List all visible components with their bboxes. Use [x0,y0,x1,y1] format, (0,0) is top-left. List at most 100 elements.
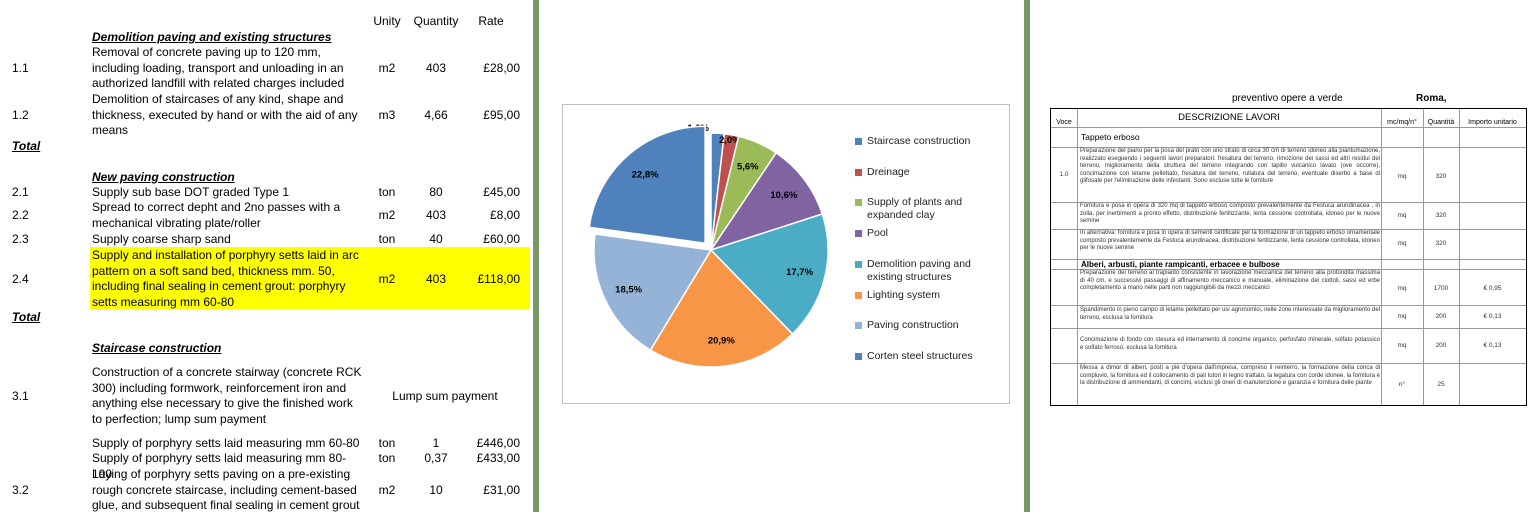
column-line [1423,109,1460,405]
item-quantity: 4,66 [424,108,448,122]
item-description: Supply sub base DOT graded Type 1 [92,185,290,199]
row-line [1051,229,1526,230]
pie-slice [709,151,824,252]
item-quantity: 1 [432,436,440,450]
item-rate: £446,00 [476,436,520,450]
document-city: Roma, [1416,93,1447,104]
item-rate: £60,00 [483,232,520,246]
slice-value-label: 2,0% [719,135,741,146]
item-quantity: 40 [429,232,443,246]
item-description: Spread to correct depht and 2no passes w… [92,200,341,230]
item-description: Construction of a concrete stairway (con… [92,365,362,426]
item-rate: £8,00 [489,208,520,222]
total-label: Total [12,139,41,153]
item-price: € 0,95 [1483,285,1502,292]
row-line [1051,147,1526,148]
legend-swatch [855,322,862,329]
item-rate: £31,00 [483,483,520,497]
pie-chart: 1,8%2,0%5,6%10,6%17,7%20,9%18,5%22,8% [588,123,829,368]
item-unit: ton [378,451,396,465]
item-description: Supply of porphyry setts laid measuring … [92,451,347,481]
item-quantity: 200 [1435,342,1447,349]
legend-label: Staircase construction [867,135,971,147]
item-number: 2.4 [12,272,29,286]
column-line [1077,109,1382,405]
section-title: New paving construction [92,170,235,184]
item-quantity: 0,37 [424,451,448,465]
item-description: Preparazione del piano per la posa del p… [1080,148,1380,184]
legend-label: Demolition paving and existing structure… [867,258,971,283]
slice-value-label: 17,7% [786,267,813,278]
item-number: 2.3 [12,232,29,246]
item-unit: m2 [378,208,396,222]
item-description: Removal of concrete paving up to 120 mm,… [92,45,345,91]
quote-document-panel: preventivo opere a verde Roma, Voce DESC… [1030,0,1540,512]
row-line [1051,328,1526,329]
row-line [1051,202,1526,203]
slice-value-label: 20,9% [708,336,735,347]
legend-swatch [855,199,862,206]
row-line [1051,269,1526,270]
column-header: Quantità [1427,119,1455,126]
legend-swatch [855,292,862,299]
item-quantity: 320 [1435,240,1447,247]
total-label: Total [12,310,41,324]
item-description: Supply and installation of porphyry sett… [92,248,359,309]
column-header: DESCRIZIONE LAVORI [1178,112,1280,123]
item-description: Messa a dimor di alberi, posti a piè d'o… [1080,365,1380,386]
row-line [1051,305,1526,306]
legend-label: Corten steel structures [867,350,973,362]
item-number: 3.2 [12,483,29,497]
item-rate: £45,00 [483,185,520,199]
column-header: Importo unitario [1468,119,1517,126]
lump-sum-label: Lump sum payment [392,389,498,403]
item-number: 1.0 [1059,171,1069,178]
rate-header: Rate [478,14,504,28]
item-quantity: 320 [1435,173,1447,180]
row-line [1051,259,1526,260]
chart-frame: 1,8%2,0%5,6%10,6%17,7%20,9%18,5%22,8% St… [562,104,1010,404]
item-quantity: 403 [425,61,447,75]
item-description: Laying of porphyry setts paving on a pre… [92,467,360,512]
legend-label: Pool [867,227,889,239]
legend-label: Lighting system [867,289,940,301]
quantity-header: Quantity [413,14,459,28]
item-unit: mq [1397,285,1407,292]
panel-divider [1024,0,1030,512]
column-line [1381,109,1424,405]
item-quantity: 320 [1435,212,1447,219]
item-description: Supply of porphyry setts laid measuring … [92,436,360,450]
pie-slice [649,248,794,368]
item-quantity: 80 [429,185,443,199]
item-description: Fornitura e posa in opera di 320 mq di t… [1080,203,1380,224]
unit-header: Unity [373,14,401,28]
legend-swatch [855,138,862,145]
item-description: Supply coarse sharp sand [92,232,231,246]
item-rate: £433,00 [476,451,520,465]
item-price: € 0,13 [1483,313,1502,320]
item-number: 2.1 [12,185,29,199]
panel-divider [533,0,539,512]
item-unit: n° [1398,381,1406,388]
column-header: mc/mq/n° [1387,119,1417,126]
pie-slice [593,233,713,352]
section-title: Alberi, arbusti, piante rampicanti, erba… [1081,260,1280,269]
item-unit: mq [1397,240,1407,247]
column-line [1051,109,1078,405]
item-price: € 0,13 [1483,342,1502,349]
row-line [1051,363,1526,364]
slice-value-label: 18,5% [615,284,642,295]
item-description: In alternativa: fornitura e posa in oper… [1080,230,1380,251]
legend-swatch [855,261,862,268]
slice-value-label: 10,6% [770,190,797,201]
highlighted-row-background [90,247,530,309]
legend-swatch [855,230,862,237]
legend-swatch [855,353,862,360]
item-number: 2.2 [12,208,29,222]
item-unit: mq [1397,313,1407,320]
item-rate: £118,00 [477,272,521,286]
item-quantity: 200 [1435,313,1447,320]
item-quantity: 1700 [1433,285,1449,292]
legend-label: Paving construction [867,319,959,331]
item-number: 3.1 [12,389,29,403]
